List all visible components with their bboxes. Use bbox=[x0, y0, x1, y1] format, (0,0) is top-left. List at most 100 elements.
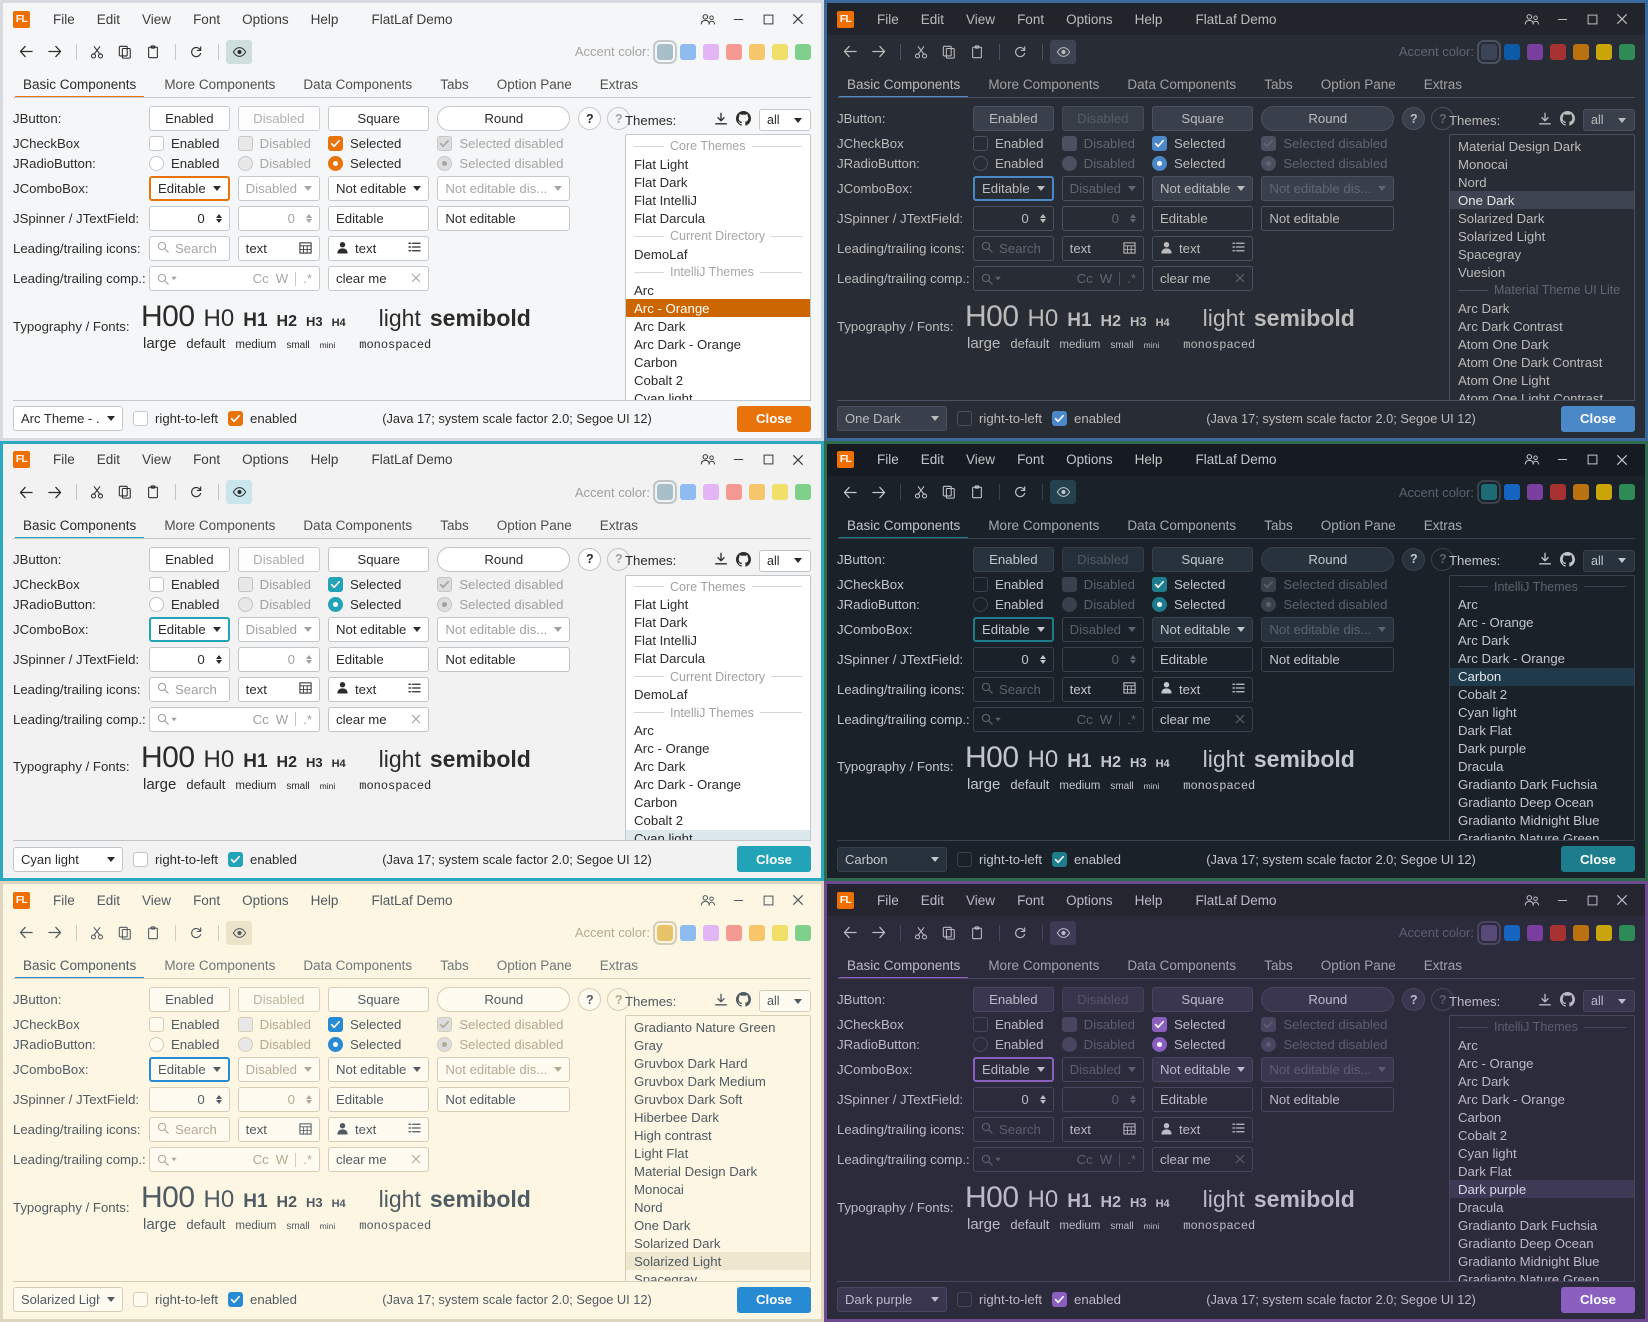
paste-icon[interactable] bbox=[964, 480, 990, 504]
enabled-checkbox[interactable]: enabled bbox=[228, 851, 297, 867]
accent-swatch-6[interactable] bbox=[795, 924, 811, 941]
accent-swatch-2[interactable] bbox=[1527, 43, 1543, 60]
theme-list-item[interactable]: Gradianto Deep Ocean bbox=[1458, 795, 1594, 811]
accent-swatch-5[interactable] bbox=[1596, 484, 1612, 501]
cut-icon[interactable] bbox=[84, 40, 110, 64]
search-input[interactable]: Search bbox=[149, 676, 230, 702]
chevron-down-icon[interactable] bbox=[1612, 117, 1632, 123]
theme-list-item[interactable]: Spacegray bbox=[1458, 246, 1522, 262]
search-input[interactable]: Search bbox=[973, 1117, 1054, 1143]
combobox-editable[interactable]: Editable bbox=[973, 1057, 1054, 1083]
radio-icon[interactable] bbox=[973, 1037, 988, 1053]
help-button-filled[interactable]: ? bbox=[1402, 547, 1426, 571]
jbutton-square[interactable]: Square bbox=[328, 106, 430, 131]
chevron-down-icon[interactable] bbox=[1230, 626, 1252, 632]
menu-font[interactable]: Font bbox=[193, 892, 221, 908]
theme-list-item[interactable]: Arc Dark bbox=[634, 318, 686, 334]
tab-tabs[interactable]: Tabs bbox=[440, 77, 469, 92]
minimize-button[interactable] bbox=[723, 6, 753, 32]
checkbox-icon[interactable] bbox=[973, 1017, 988, 1033]
cut-icon[interactable] bbox=[84, 480, 110, 504]
theme-list-item[interactable]: Gradianto Nature Green bbox=[634, 1019, 776, 1035]
theme-list-item[interactable]: Arc Dark - Orange bbox=[1458, 651, 1565, 667]
list-icon[interactable] bbox=[408, 1122, 422, 1137]
themes-list[interactable]: Core Themes Flat Light Flat Dark Flat Intel… bbox=[625, 574, 811, 869]
spinner-arrows-icon[interactable] bbox=[1035, 654, 1051, 664]
tab-data-components[interactable]: Data Components bbox=[1127, 517, 1237, 533]
calendar-icon[interactable] bbox=[299, 681, 312, 697]
forward-arrow-icon[interactable] bbox=[41, 480, 67, 504]
accent-swatch-6[interactable] bbox=[1619, 484, 1635, 501]
text-with-calendar-input[interactable]: text bbox=[237, 1117, 320, 1143]
checkbox-icon[interactable] bbox=[957, 1292, 972, 1308]
textfield-editable[interactable]: Editable bbox=[328, 646, 430, 672]
cut-icon[interactable] bbox=[84, 921, 110, 945]
tab-extras[interactable]: Extras bbox=[1423, 517, 1463, 533]
tab-data-components[interactable]: Data Components bbox=[303, 77, 413, 92]
tab-tabs[interactable]: Tabs bbox=[1264, 958, 1293, 974]
combobox-not-editable[interactable]: Not editable bbox=[328, 1057, 430, 1083]
list-icon[interactable] bbox=[1232, 1122, 1246, 1137]
spinner-arrows-icon[interactable] bbox=[211, 654, 227, 664]
theme-list-item[interactable]: Atom One Light bbox=[1458, 372, 1550, 388]
theme-list-item[interactable]: Flat Light bbox=[634, 597, 689, 613]
checkbox-icon[interactable] bbox=[133, 851, 148, 867]
title-bar[interactable]: FL File Edit View Font Options Help FlatLaf D… bbox=[827, 884, 1645, 917]
menu-options[interactable]: Options bbox=[1066, 11, 1113, 27]
tab-extras[interactable]: Extras bbox=[599, 517, 639, 533]
enabled-checkbox[interactable]: enabled bbox=[1052, 851, 1121, 867]
jbutton-square[interactable]: Square bbox=[1152, 987, 1254, 1013]
checkbox-icon[interactable] bbox=[973, 136, 988, 151]
back-arrow-icon[interactable] bbox=[837, 921, 863, 945]
theme-list-item[interactable]: Carbon bbox=[1458, 1109, 1502, 1125]
tab-more-components[interactable]: More Components bbox=[988, 958, 1100, 974]
accent-swatch-1[interactable] bbox=[680, 484, 696, 501]
search-options-input[interactable]: Cc W .* bbox=[149, 706, 320, 732]
checkbox-checked-icon[interactable] bbox=[228, 851, 244, 867]
help-button-outline[interactable]: ? bbox=[1431, 988, 1455, 1012]
tab-data-components[interactable]: Data Components bbox=[303, 958, 413, 974]
tab-option-pane[interactable]: Option Pane bbox=[1320, 958, 1396, 974]
theme-list-item[interactable]: Arc Dark Contrast bbox=[1458, 318, 1563, 334]
calendar-icon[interactable] bbox=[299, 1122, 312, 1138]
accent-swatch-4[interactable] bbox=[749, 924, 765, 941]
accent-swatch-1[interactable] bbox=[1504, 484, 1520, 501]
text-with-person-input[interactable]: text bbox=[328, 676, 430, 702]
match-case-toggle[interactable]: Cc bbox=[252, 711, 269, 727]
close-dialog-button[interactable]: Close bbox=[737, 1286, 811, 1313]
regex-toggle[interactable]: .* bbox=[1127, 271, 1136, 286]
accent-swatch-1[interactable] bbox=[1504, 43, 1520, 60]
tab-option-pane[interactable]: Option Pane bbox=[1320, 77, 1396, 92]
refresh-icon[interactable] bbox=[1007, 40, 1033, 64]
enabled-checkbox[interactable]: enabled bbox=[1052, 411, 1121, 427]
theme-list-item[interactable]: Cyan light bbox=[1458, 705, 1517, 721]
theme-list-item[interactable]: Gruvbox Dark Soft bbox=[634, 1091, 743, 1107]
help-button-filled[interactable]: ? bbox=[578, 107, 602, 130]
close-dialog-button[interactable]: Close bbox=[1561, 846, 1635, 873]
themes-list[interactable]: IntelliJ Themes Arc Arc - Orange Arc Dark Ar… bbox=[1449, 574, 1635, 851]
whole-word-toggle[interactable]: W bbox=[1099, 711, 1113, 727]
spinner-enabled[interactable]: 0 bbox=[149, 1087, 230, 1113]
forward-arrow-icon[interactable] bbox=[41, 40, 67, 64]
menu-font[interactable]: Font bbox=[1017, 11, 1045, 27]
accent-swatch-4[interactable] bbox=[1573, 484, 1589, 501]
theme-list-item[interactable]: Arc Dark bbox=[634, 759, 686, 775]
tab-more-components[interactable]: More Components bbox=[164, 517, 276, 533]
search-options-input[interactable]: Cc W .* bbox=[973, 266, 1144, 291]
jbutton-enabled[interactable]: Enabled bbox=[149, 987, 230, 1013]
close-dialog-button[interactable]: Close bbox=[737, 405, 811, 432]
menu-help[interactable]: Help bbox=[310, 11, 339, 27]
combobox-editable[interactable]: Editable bbox=[149, 616, 230, 642]
chevron-down-icon[interactable] bbox=[924, 416, 946, 422]
help-button-outline[interactable]: ? bbox=[1431, 107, 1455, 130]
menu-help[interactable]: Help bbox=[1134, 11, 1163, 27]
theme-list-item-selected[interactable]: Dark purple bbox=[1450, 1180, 1634, 1199]
combobox-not-editable[interactable]: Not editable bbox=[328, 176, 430, 201]
accent-swatch-6[interactable] bbox=[1619, 924, 1635, 941]
help-button-filled[interactable]: ? bbox=[1402, 107, 1426, 130]
eye-icon[interactable] bbox=[226, 920, 252, 945]
accent-swatch-0[interactable] bbox=[653, 920, 677, 945]
theme-list-item[interactable]: Arc Dark bbox=[1458, 1073, 1510, 1089]
theme-filter-select[interactable]: all bbox=[759, 109, 811, 131]
spinner-arrows-icon[interactable] bbox=[1035, 1095, 1051, 1105]
